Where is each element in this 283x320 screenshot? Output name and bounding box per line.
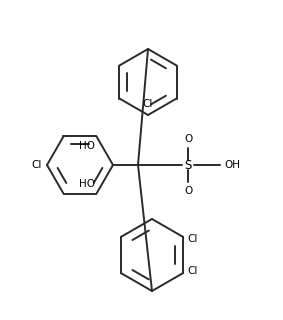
Text: O: O bbox=[185, 134, 193, 144]
Text: Cl: Cl bbox=[187, 266, 198, 276]
Text: Cl: Cl bbox=[32, 160, 42, 170]
Text: Cl: Cl bbox=[143, 99, 153, 109]
Text: O: O bbox=[185, 186, 193, 196]
Text: S: S bbox=[184, 158, 192, 172]
Text: HO: HO bbox=[80, 141, 95, 151]
Text: Cl: Cl bbox=[187, 234, 198, 244]
Text: OH: OH bbox=[224, 160, 240, 170]
Text: HO: HO bbox=[80, 179, 95, 188]
